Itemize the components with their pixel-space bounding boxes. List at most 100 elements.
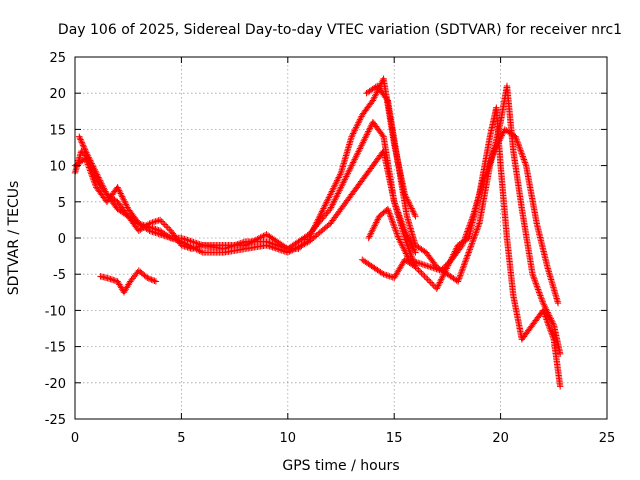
data-point: [381, 271, 389, 278]
data-point: [336, 172, 343, 180]
data-point: [462, 258, 469, 265]
data-point: [331, 196, 339, 203]
x-axis-label: GPS time / hours: [282, 458, 399, 474]
data-point: [409, 206, 416, 214]
data-point: [424, 262, 431, 270]
data-point: [468, 241, 475, 249]
data-point: [360, 137, 367, 144]
data-point: [379, 131, 386, 139]
data-point: [392, 201, 399, 209]
data-point: [393, 228, 400, 236]
data-point: [87, 157, 94, 164]
data-point: [395, 234, 402, 242]
data-point: [362, 134, 369, 141]
data-point: [540, 301, 548, 308]
data-point: [153, 230, 161, 237]
data-point: [395, 210, 402, 218]
data-point: [361, 136, 368, 143]
data-point: [549, 320, 557, 327]
data-point: [357, 114, 364, 122]
data-point: [341, 176, 348, 183]
data-point: [425, 277, 433, 285]
data-point: [318, 208, 326, 215]
data-point: [383, 272, 390, 279]
data-point: [263, 242, 270, 249]
y-tick-label: 20: [49, 87, 66, 102]
data-point: [346, 165, 354, 172]
data-point: [481, 173, 488, 181]
data-point: [412, 213, 419, 220]
data-point: [422, 262, 430, 269]
data-point: [181, 239, 188, 247]
data-point: [358, 142, 365, 149]
data-point: [496, 137, 503, 144]
data-point: [468, 216, 476, 223]
data-point: [399, 242, 406, 249]
data-point: [152, 278, 160, 285]
data-point: [461, 234, 469, 241]
data-point: [457, 270, 465, 278]
data-point: [354, 121, 361, 128]
data-point: [471, 234, 478, 241]
data-point: [340, 177, 348, 185]
data-point: [80, 143, 87, 150]
data-point: [365, 126, 373, 134]
data-point: [404, 242, 411, 249]
data-point: [305, 231, 313, 238]
data-point: [408, 257, 416, 264]
data-point: [474, 224, 481, 232]
data-point: [468, 240, 476, 247]
data-point: [538, 296, 546, 304]
data-point: [153, 217, 161, 225]
data-point: [169, 235, 176, 242]
data-point: [89, 174, 97, 182]
data-point: [435, 280, 443, 288]
data-point: [530, 274, 537, 281]
data-point: [401, 247, 408, 254]
data-point: [369, 97, 377, 104]
data-point: [394, 233, 402, 240]
data-point: [399, 221, 406, 228]
data-point: [480, 175, 488, 182]
data-point: [548, 331, 556, 338]
data-point: [298, 242, 305, 249]
data-point: [372, 91, 380, 98]
x-tick-label: 5: [177, 431, 185, 446]
data-point: [269, 244, 276, 251]
data-point: [428, 264, 436, 271]
data-point: [434, 283, 441, 291]
data-point: [184, 241, 191, 248]
data-point: [85, 154, 92, 161]
data-point: [547, 328, 555, 335]
data-point: [539, 307, 547, 314]
data-point: [461, 259, 468, 267]
data-point: [407, 239, 415, 247]
data-point: [167, 234, 174, 242]
data-point: [301, 240, 308, 248]
data-point: [159, 219, 167, 227]
data-point: [549, 318, 556, 325]
data-point: [359, 140, 366, 148]
data-point: [164, 224, 171, 231]
data-point: [155, 217, 162, 224]
data-point: [386, 210, 393, 217]
data-point: [337, 184, 345, 191]
data-point: [518, 150, 525, 157]
data-point: [158, 231, 165, 239]
data-point: [436, 279, 443, 286]
data-point: [458, 243, 465, 250]
data-point: [170, 235, 177, 243]
data-point: [308, 228, 315, 235]
data-point: [490, 149, 497, 156]
data-point: [411, 258, 419, 265]
data-point: [404, 253, 411, 260]
data-point: [313, 221, 321, 229]
data-point: [411, 211, 418, 218]
data-point: [544, 319, 551, 326]
data-point: [277, 246, 284, 254]
data-point: [545, 320, 552, 328]
data-point: [249, 238, 257, 245]
data-point: [354, 149, 361, 157]
data-point: [442, 262, 449, 270]
data-point: [491, 146, 499, 153]
